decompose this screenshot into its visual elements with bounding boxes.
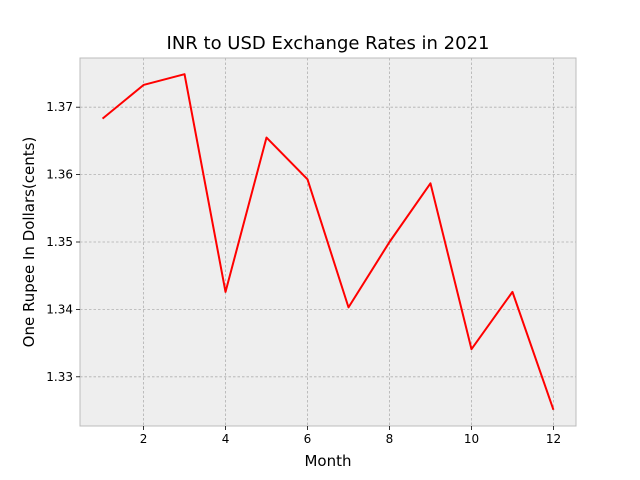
grid: [80, 58, 576, 426]
x-tick-label: 10: [464, 432, 479, 446]
y-axis-ticks: 1.33 1.34 1.35 1.36 1.37: [46, 100, 80, 384]
x-axis-label: Month: [304, 452, 351, 470]
x-tick-label: 8: [386, 432, 394, 446]
chart-title: INR to USD Exchange Rates in 2021: [167, 33, 490, 54]
y-tick-label: 1.35: [46, 235, 73, 249]
y-tick-label: 1.36: [46, 168, 73, 182]
y-axis-label: One Rupee In Dollars(cents): [20, 137, 38, 348]
y-tick-label: 1.37: [46, 100, 73, 114]
series-layer: [101, 73, 555, 411]
x-tick-label: 12: [546, 432, 561, 446]
x-tick-label: 2: [140, 432, 148, 446]
y-tick-label: 1.33: [46, 370, 73, 384]
x-tick-label: 4: [222, 432, 230, 446]
series-line: [101, 73, 555, 411]
x-tick-label: 6: [304, 432, 312, 446]
x-axis-ticks: 2 4 6 8 10 12: [140, 426, 561, 446]
y-tick-label: 1.34: [46, 302, 73, 316]
